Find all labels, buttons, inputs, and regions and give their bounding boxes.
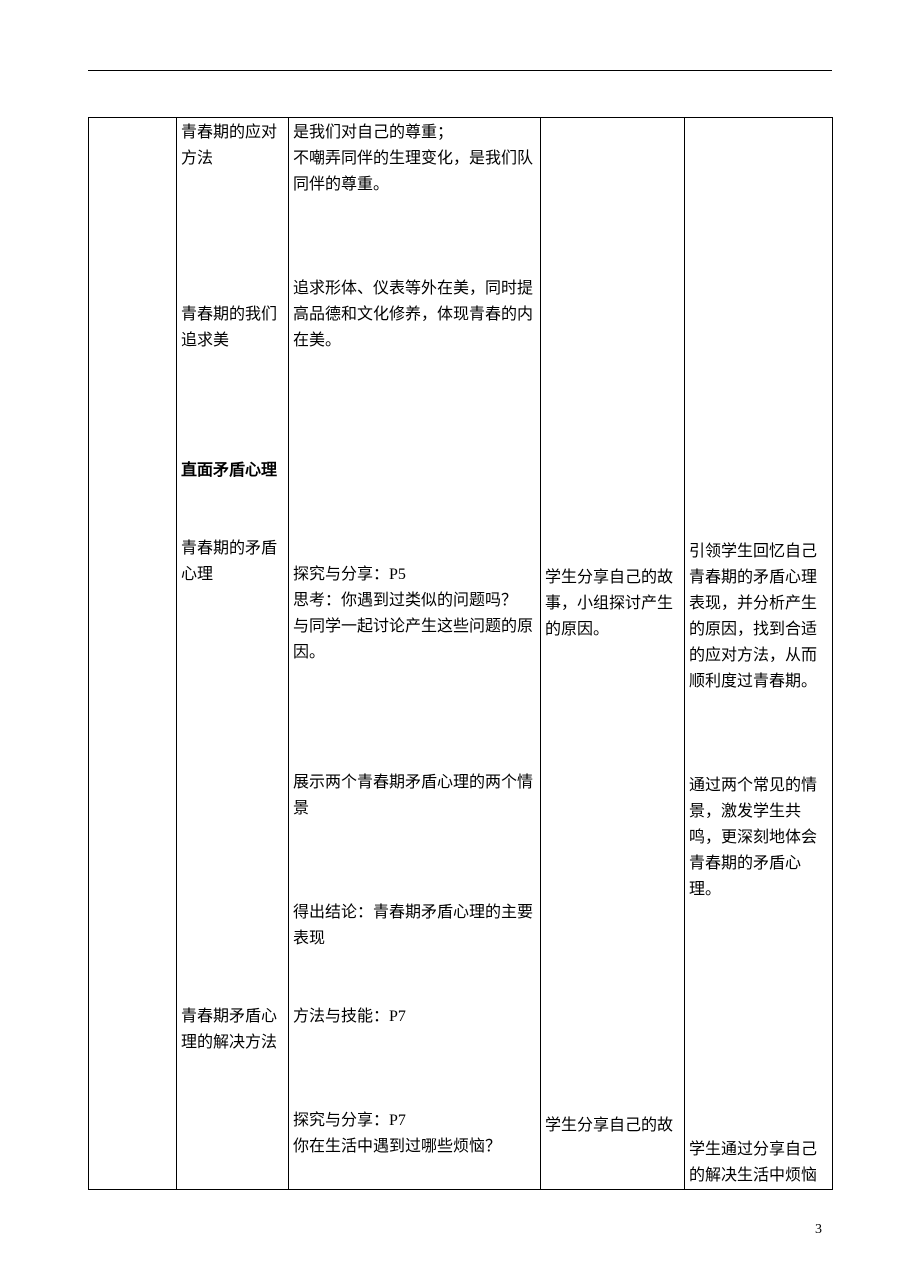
- student-text: 学生分享自己的故事，小组探讨产生的原因。: [545, 565, 680, 643]
- intent-text: 引领学生回忆自己青春期的矛盾心理表现，并分析产生的原因，找到合适的应对方法，从而…: [689, 539, 828, 695]
- student-text: 学生分享自己的故: [545, 1113, 680, 1139]
- intent-text: 学生通过分享自己的解决生活中烦恼: [689, 1137, 828, 1189]
- topic-text: 青春期的我们追求美: [181, 302, 284, 354]
- activity-text: 方法与技能：P7: [293, 1004, 536, 1030]
- cell-design-intent: 引领学生回忆自己青春期的矛盾心理表现，并分析产生的原因，找到合适的应对方法，从而…: [685, 118, 833, 1190]
- activity-text: 是我们对自己的尊重； 不嘲弄同伴的生理变化，是我们队同伴的尊重。: [293, 120, 536, 198]
- cell-stage: [89, 118, 177, 1190]
- cell-topic: 青春期的应对方法 青春期的我们追求美 直面矛盾心理 青春期的矛盾心理 青春期矛盾…: [177, 118, 289, 1190]
- topic-text: 青春期矛盾心理的解决方法: [181, 1004, 284, 1056]
- topic-heading: 直面矛盾心理: [181, 458, 284, 484]
- activity-text: 追求形体、仪表等外在美，同时提高品德和文化修养，体现青春的内在美。: [293, 276, 536, 354]
- cell-student-activity: 学生分享自己的故事，小组探讨产生的原因。 学生分享自己的故: [541, 118, 685, 1190]
- activity-text: 展示两个青春期矛盾心理的两个情景: [293, 770, 536, 822]
- activity-text: 得出结论：青春期矛盾心理的主要表现: [293, 900, 536, 952]
- cell-teacher-activity: 是我们对自己的尊重； 不嘲弄同伴的生理变化，是我们队同伴的尊重。 追求形体、仪表…: [289, 118, 541, 1190]
- topic-text: 青春期的应对方法: [181, 120, 284, 172]
- activity-text: 探究与分享：P5 思考：你遇到过类似的问题吗？ 与同学一起讨论产生这些问题的原因…: [293, 562, 536, 666]
- header-rule: [88, 70, 832, 71]
- page-number: 3: [815, 1222, 822, 1238]
- table-row: 青春期的应对方法 青春期的我们追求美 直面矛盾心理 青春期的矛盾心理 青春期矛盾…: [89, 118, 833, 1190]
- topic-text: 青春期的矛盾心理: [181, 536, 284, 588]
- lesson-table: 青春期的应对方法 青春期的我们追求美 直面矛盾心理 青春期的矛盾心理 青春期矛盾…: [88, 117, 832, 1190]
- activity-text: 探究与分享：P7 你在生活中遇到过哪些烦恼？: [293, 1108, 536, 1160]
- intent-text: 通过两个常见的情景，激发学生共鸣，更深刻地体会青春期的矛盾心理。: [689, 773, 828, 903]
